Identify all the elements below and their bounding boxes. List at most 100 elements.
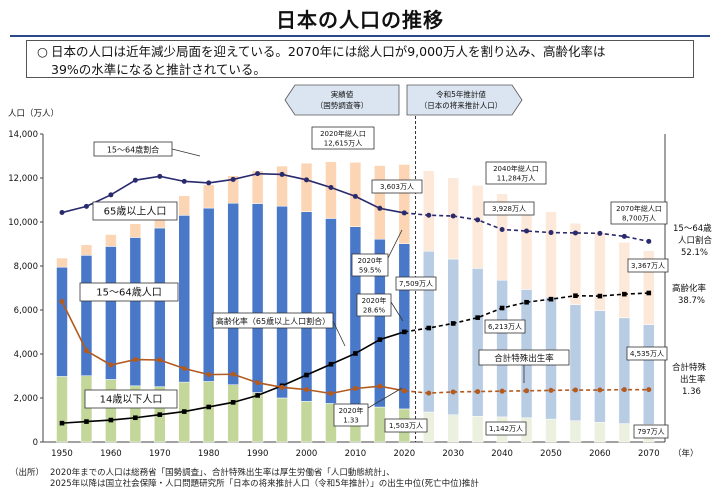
period-label-actual-1: 実績値: [331, 89, 354, 99]
line-working-age-ratio-point: [572, 230, 578, 236]
bullet-icon: ○: [37, 44, 48, 59]
right-label-1564-2: 人口割合: [678, 235, 713, 246]
bar-age-15-64-1980: [202, 207, 215, 382]
y-axis-label: 人口（万人）: [8, 108, 59, 119]
annotation-total-2040-text-1: 2040年総人口: [493, 164, 539, 173]
line-working-age-ratio-projection: [404, 212, 649, 243]
line-aging-rate-point: [402, 329, 407, 335]
line-aging-rate-point: [499, 305, 505, 311]
legend-aging-rate-box: [212, 312, 334, 329]
annotation-total-2020-text-2: 12,615万人: [324, 140, 363, 148]
line-fertility-rate-point: [181, 365, 187, 371]
bar-age-65-plus-2020: [398, 164, 411, 244]
bar-age-65-plus-1975: [178, 195, 190, 216]
line-fertility-rate-point: [597, 387, 603, 393]
right-label-tfr-2: 出生率: [680, 374, 706, 385]
leader-legend-ratio: [171, 148, 201, 157]
annotation-65-2020-text-1: 3,603万人: [380, 183, 414, 191]
bar-age-0-14-2000: [300, 401, 313, 443]
line-working-age-ratio-point: [255, 171, 261, 177]
bar-age-0-14-1985: [227, 384, 239, 443]
bar-age-65-plus-1965: [129, 223, 142, 238]
bar-age-15-64-1960: [105, 246, 117, 380]
line-working-age-ratio-point: [157, 173, 163, 179]
bar-age-65-plus-1980: [202, 184, 215, 209]
x-tick-label: 2010: [345, 449, 367, 459]
y-tick-label: 10,000: [8, 218, 38, 228]
x-tick-label: 1990: [247, 449, 269, 459]
annotation-1564-2070-text-1: 4,535万人: [630, 350, 664, 358]
bar-age-65-plus-2065: [618, 242, 631, 319]
bar-age-15-64-2065: [618, 317, 631, 424]
bar-age-15-64-1975: [178, 215, 190, 383]
line-fertility-rate-point: [157, 357, 163, 363]
line-fertility-rate-point: [132, 357, 138, 363]
bar-age-65-plus-1960: [105, 234, 117, 247]
annotation-total-2040-text-2: 11,284万人: [497, 175, 536, 183]
line-fertility-rate-point: [108, 362, 114, 368]
line-fertility-rate-point: [230, 371, 236, 377]
legend-aging-rate-text: 高齢化率（65歳以上人口割合）: [216, 316, 330, 326]
title-bar: 日本の人口の推移: [0, 0, 720, 37]
line-working-age-ratio-point: [352, 193, 358, 199]
y-tick-label: 0: [33, 438, 38, 448]
bar-age-15-64-2040: [496, 279, 508, 418]
annotation-014-2070-box: [633, 424, 669, 439]
annotation-014-2070-text-1: 797万人: [637, 428, 664, 436]
bar-age-15-64-2035: [471, 268, 484, 417]
line-fertility-rate-point: [352, 385, 358, 391]
line-aging-rate-point: [304, 372, 309, 378]
bar-age-15-64-1995: [276, 205, 288, 399]
line-fertility-rate-point: [646, 387, 652, 393]
x-tick-label: 2000: [296, 449, 318, 459]
bar-age-65-plus-2070: [643, 250, 655, 325]
x-tick-label: 1950: [51, 449, 73, 459]
line-fertility-rate-point: [524, 388, 530, 394]
line-working-age-ratio-point: [279, 171, 285, 177]
line-fertility-rate-point: [401, 388, 407, 394]
bar-age-15-64-1950: [56, 266, 68, 377]
bar-age-15-64-2055: [569, 304, 582, 421]
legend-15-64-text: 15～64歳人口: [96, 287, 161, 299]
right-label-aging-2: 38.7%: [678, 296, 705, 306]
bar-age-65-plus-1950: [56, 257, 68, 268]
annotation-014-2040-text-1: 1,142万人: [489, 425, 523, 433]
y-tick-label: 8,000: [14, 262, 38, 272]
line-fertility-rate-point: [59, 298, 65, 304]
annotation-1564-2020-box: [395, 276, 437, 291]
source-line-2: 2025年以降は国立社会保障・人口問題研究所「日本の将来推計人口（令和5年推計）…: [50, 479, 479, 489]
annotation-ratio-2020-text-2: 59.5%: [359, 267, 382, 275]
annotation-aging-2020-text-2: 28.6%: [363, 307, 386, 315]
line-working-age-ratio-point: [304, 177, 309, 183]
bar-age-15-64-2005: [325, 218, 337, 404]
annotation-014-2040-box: [485, 421, 527, 436]
bar-age-65-plus-2040: [496, 193, 508, 281]
legend-15-64-box: [79, 282, 179, 302]
line-fertility-rate-point: [450, 389, 456, 395]
bar-age-0-14-2015: [374, 406, 386, 443]
line-fertility-rate-point: [475, 389, 481, 395]
annotation-total-2040-box: [485, 161, 547, 185]
bar-age-65-plus-1990: [251, 170, 264, 204]
line-aging-rate-point: [157, 412, 163, 417]
legend-fertility-rate-text: 合計特殊出生率: [494, 353, 554, 364]
bar-age-0-14-1960: [105, 379, 117, 443]
population-chart: 0 2,000 4,000 6,000 8,000 10,000 12,000 14,000 人…: [8, 84, 713, 459]
right-label-tfr-1: 合計特殊: [672, 362, 707, 373]
line-working-age-ratio-point: [83, 203, 89, 209]
x-tick-label: 2030: [442, 449, 464, 459]
bar-age-15-64-1990: [251, 203, 264, 393]
bar-age-65-plus-2055: [569, 222, 582, 305]
line-aging-rate-point: [573, 293, 578, 298]
bar-age-15-64-1965: [129, 237, 142, 387]
annotation-65-2020-box: [371, 179, 423, 194]
line-aging-rate-point: [328, 361, 334, 367]
actual-period-arrow: [284, 84, 400, 116]
summary-text-2: 39%の水準になると推計されている。: [51, 62, 266, 77]
right-label-1564-1: 15～64歳: [673, 223, 712, 234]
line-working-age-ratio-point: [621, 233, 627, 239]
bar-age-15-64-1985: [227, 202, 239, 385]
line-working-age-ratio-point: [206, 180, 212, 186]
bar-age-65-plus-2000: [300, 162, 313, 212]
y-tick-label: 12,000: [8, 174, 38, 184]
